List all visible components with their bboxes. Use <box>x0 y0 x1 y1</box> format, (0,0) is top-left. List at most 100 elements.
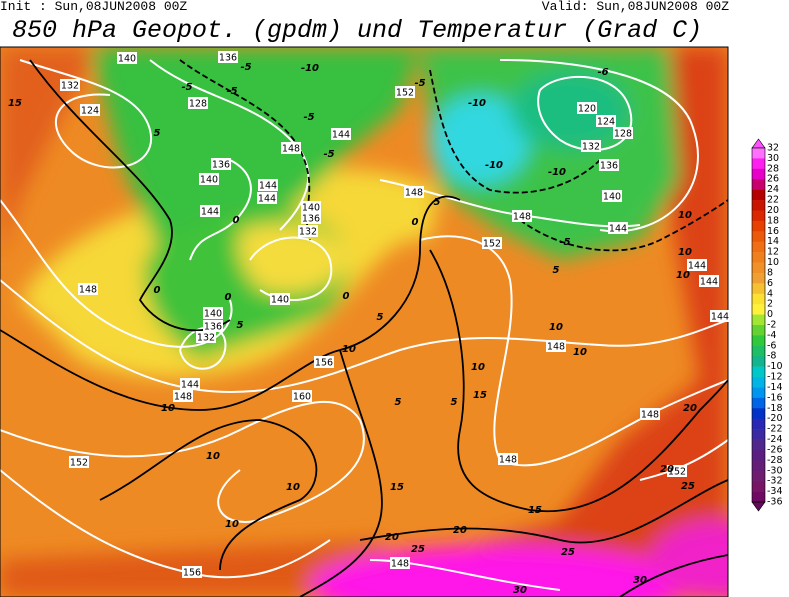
label-box <box>301 201 321 213</box>
colorbar-swatch <box>752 460 765 472</box>
colorbar-label: -22 <box>767 424 783 435</box>
label-box <box>314 356 334 368</box>
colorbar-label: -34 <box>767 486 783 497</box>
label-box <box>687 259 707 271</box>
colorbar-label: 24 <box>767 184 779 195</box>
colorbar-swatch <box>752 481 765 492</box>
temperature-label: -6 <box>597 67 608 78</box>
colorbar-label: -18 <box>767 403 783 414</box>
geopotential-label: 132 <box>197 333 215 344</box>
colorbar-label: 10 <box>767 257 779 268</box>
temperature-label: -5 <box>303 112 314 123</box>
geopotential-label: 144 <box>332 130 350 141</box>
geopotential-label: 156 <box>315 358 333 369</box>
colorbar-label: -8 <box>767 351 776 362</box>
temperature-label: -5 <box>226 86 237 97</box>
temperature-label: 15 <box>390 482 404 493</box>
colorbar-swatch <box>752 408 765 420</box>
colorbar-swatch <box>752 387 765 399</box>
temperature-contours <box>0 59 728 597</box>
colorbar-label: 12 <box>767 247 779 258</box>
temperature-label: 5 <box>154 128 161 139</box>
geopotential-label: 148 <box>282 144 300 155</box>
colorbar-label: -12 <box>767 372 783 383</box>
temperature-label: 10 <box>676 270 690 281</box>
colorbar-swatch <box>752 189 765 201</box>
geopotential-label: 144 <box>258 194 276 205</box>
label-box <box>270 293 290 305</box>
label-box <box>180 378 200 390</box>
colorbar-swatch <box>752 439 765 451</box>
colorbar-label: 18 <box>767 215 779 226</box>
geopotential-label: 148 <box>641 410 659 421</box>
geopotential-label: 160 <box>293 392 311 403</box>
colorbar-swatch <box>752 304 765 315</box>
colorbar-swatch <box>752 252 765 263</box>
colorbar-label: -2 <box>767 320 776 331</box>
label-box <box>581 140 601 152</box>
geopotential-label: 140 <box>302 203 320 214</box>
geopotential-label: 144 <box>201 207 219 218</box>
colorbar-bottom-arrow <box>751 501 766 512</box>
colorbar-swatch <box>752 314 765 326</box>
label-box <box>78 283 98 295</box>
colorbar-swatch <box>752 491 765 503</box>
colorbar: 32302826242220181614121086420-2-4-6-8-10… <box>751 138 783 512</box>
label-box <box>602 190 622 202</box>
label-box <box>173 390 193 402</box>
colorbar-label: -4 <box>767 330 776 341</box>
colorbar-label: -14 <box>767 382 783 393</box>
colorbar-label: -28 <box>767 455 783 466</box>
temperature-label: 0 <box>233 215 240 226</box>
label-box <box>203 307 223 319</box>
label-box <box>395 86 415 98</box>
label-box <box>69 456 89 468</box>
temperature-label: 10 <box>225 519 239 530</box>
colorbar-label: 20 <box>767 205 779 216</box>
temperature-label: 0 <box>343 291 350 302</box>
temperature-label: 0 <box>154 285 161 296</box>
colorbar-label: -36 <box>767 497 783 508</box>
label-box <box>599 159 619 171</box>
colorbar-label: 16 <box>767 226 779 237</box>
valid-time: Valid: Sun,08JUN2008 00Z <box>541 0 729 14</box>
colorbar-swatch <box>752 418 765 430</box>
label-box <box>292 390 312 402</box>
colorbar-swatch <box>752 158 765 170</box>
label-box <box>203 320 223 332</box>
colorbar-swatch <box>752 325 765 336</box>
geopotential-label: 148 <box>547 342 565 353</box>
temperature-label: 20 <box>660 464 674 475</box>
label-box <box>390 557 410 569</box>
temperature-label: -5 <box>323 149 334 160</box>
label-box <box>218 51 238 63</box>
colorbar-top-arrow <box>751 138 766 149</box>
colorbar-label: 26 <box>767 174 779 185</box>
temperature-label: -5 <box>559 237 570 248</box>
geopotential-label: 148 <box>79 285 97 296</box>
colorbar-swatch <box>752 272 765 284</box>
label-box <box>710 310 730 322</box>
temperature-label: -5 <box>181 82 192 93</box>
colorbar-swatch <box>752 220 765 232</box>
geopotential-label: 132 <box>582 142 600 153</box>
colorbar-swatch <box>752 366 765 378</box>
colorbar-label: 0 <box>767 309 773 320</box>
map-title: 850 hPa Geopot. (gpdm) und Temperatur (G… <box>12 16 703 45</box>
geopotential-label: 136 <box>219 53 237 64</box>
label-box <box>596 115 616 127</box>
colorbar-label: -32 <box>767 476 783 487</box>
colorbar-label: -6 <box>767 340 776 351</box>
label-box <box>301 212 321 224</box>
geopotential-label: 152 <box>396 88 414 99</box>
label-box <box>211 158 231 170</box>
temperature-label: -10 <box>485 160 503 171</box>
colorbar-label: -30 <box>767 465 783 476</box>
geopotential-label: 140 <box>603 192 621 203</box>
temperature-label: 30 <box>633 575 647 586</box>
label-box <box>482 237 502 249</box>
temperature-label: 25 <box>561 547 575 558</box>
temperature-label: -10 <box>468 98 486 109</box>
colorbar-swatch <box>752 262 765 274</box>
